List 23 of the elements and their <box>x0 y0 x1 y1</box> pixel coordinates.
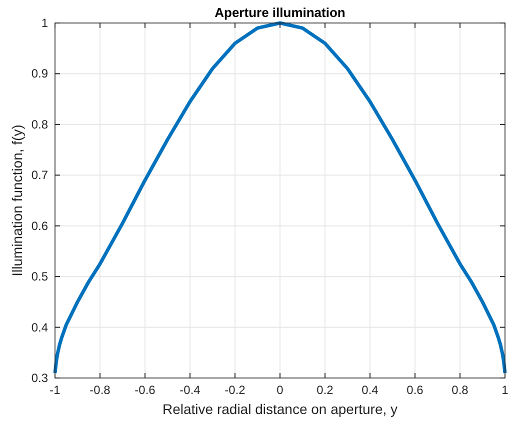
y-tick-label: 0.3 <box>31 371 48 385</box>
x-tick-label: -0.8 <box>90 383 111 397</box>
x-axis-title: Relative radial distance on aperture, y <box>162 401 398 417</box>
x-tick-label: 0.4 <box>362 383 379 397</box>
x-tick-label: 1 <box>502 383 509 397</box>
y-tick-label: 0.9 <box>31 66 48 81</box>
x-tick-label: 0.6 <box>406 383 424 397</box>
x-tick-label: -0.6 <box>134 383 156 397</box>
x-tick-label: 0.8 <box>452 383 469 397</box>
y-tick-label: 1 <box>41 16 48 30</box>
x-tick-label: 0 <box>276 383 284 397</box>
y-axis-title: Illumination function, f(y) <box>9 124 25 276</box>
x-tick-label: -0.4 <box>180 383 201 397</box>
y-tick-label: 0.4 <box>31 320 48 334</box>
y-tick-label: 0.5 <box>31 270 48 284</box>
y-tick-label: 0.6 <box>31 218 48 233</box>
chart-title: Aperture illumination <box>214 5 346 20</box>
line-series <box>53 21 507 375</box>
x-tick-label: 0.2 <box>316 383 334 397</box>
x-tick-label: -0.2 <box>224 383 246 397</box>
y-tick-label: 0.8 <box>31 117 48 132</box>
y-tick-label: 0.7 <box>31 168 48 182</box>
x-tick-label: -1 <box>50 383 61 397</box>
